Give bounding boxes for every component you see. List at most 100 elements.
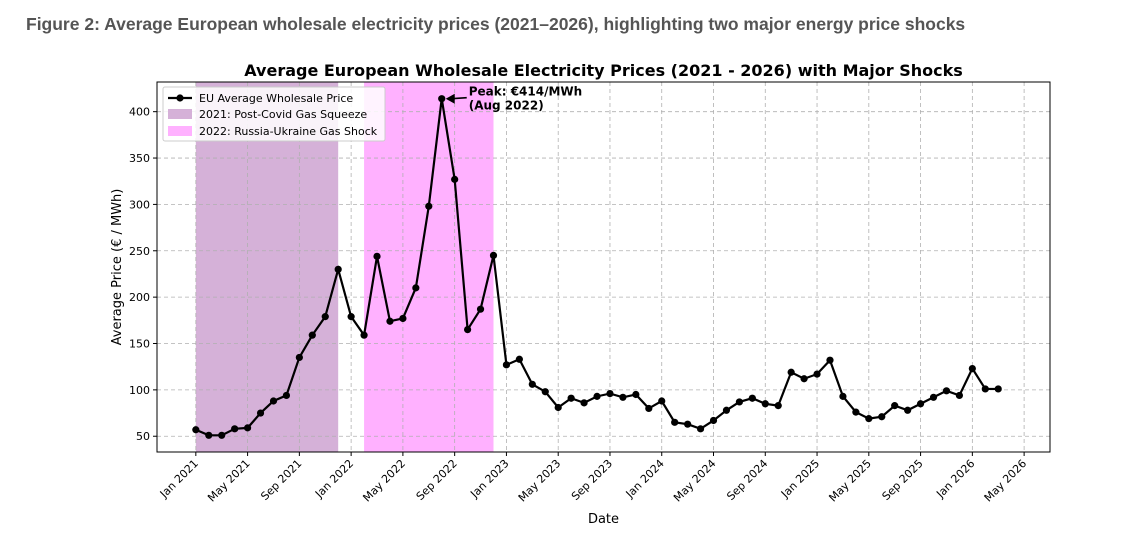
data-point [502,361,511,369]
data-point [722,406,731,414]
x-tick-label: Sep 2024 [724,457,770,503]
y-axis: 50 100 150 200 250 300 350 400 [129,106,157,443]
data-point [373,252,381,260]
legend-swatch-region-2 [168,126,192,136]
y-tick-label: 350 [129,152,150,165]
x-tick-label: Sep 2022 [414,457,460,503]
data-point [748,394,756,402]
data-point [684,420,692,428]
y-tick-label: 100 [129,384,150,397]
data-point [567,394,575,402]
legend-swatch-region-1 [168,109,192,119]
x-tick-label: Jan 2025 [778,457,822,501]
data-point [489,251,498,260]
legend-box [162,86,386,142]
data-point [774,402,782,410]
data-point [451,175,459,183]
x-tick-label: May 2023 [516,457,564,505]
data-point [282,391,291,400]
legend-marker [176,94,184,102]
y-tick-label: 250 [129,245,150,258]
data-point [256,409,265,417]
y-axis-label: Average Price (€ / MWh) [110,189,125,346]
data-point [696,425,705,433]
data-point [839,392,847,400]
x-tick-label: Sep 2021 [258,457,304,503]
x-tick-label: May 2024 [671,457,719,505]
x-tick-label: Jan 2021 [157,457,201,501]
y-tick-label: 400 [129,106,150,119]
data-point [942,387,951,395]
data-point [464,325,472,334]
data-point [269,397,278,405]
data-point [243,424,252,432]
peak-annotation: Peak: €414/MWh(Aug 2022) [445,85,582,113]
data-point [606,389,614,398]
legend-label-region-1: 2021: Post-Covid Gas Squeeze [199,108,367,121]
data-point [528,380,536,388]
data-point [826,356,834,364]
legend-label-region-2: 2022: Russia-Ukraine Gas Shock [199,125,378,138]
data-point [515,355,523,363]
data-point [671,418,679,426]
data-point [399,314,407,323]
data-point [968,364,976,373]
data-point [904,406,912,414]
data-point [929,393,938,401]
x-tick-label: May 2026 [982,457,1030,505]
data-point [645,404,653,413]
x-tick-label: Jan 2024 [623,457,667,501]
x-tick-label: Sep 2023 [569,457,615,503]
data-point [476,305,485,313]
data-point [981,385,989,393]
data-point [593,392,601,400]
data-point [541,388,549,396]
data-point [658,397,666,405]
data-point [334,265,342,273]
data-point [632,390,640,399]
data-point [554,403,562,412]
data-point [800,375,808,383]
data-point [619,393,627,401]
x-tick-label: May 2022 [360,457,408,505]
data-point [735,398,743,406]
data-point [955,391,964,400]
y-tick-label: 200 [129,291,150,304]
shaded-region-1 [195,82,339,452]
chart-title: Average European Wholesale Electricity P… [244,61,963,80]
data-point [321,313,329,321]
data-point [192,426,200,434]
plot-frame [156,81,1051,453]
data-point [891,402,899,410]
y-tick-label: 50 [136,430,150,443]
y-tick-label: 150 [129,338,150,351]
x-axis-label: Date [588,512,619,527]
data-point [412,284,420,292]
data-point [205,431,213,439]
x-axis: Jan 2021 May 2021 Sep 2021 Jan 2022 May 2022… [157,452,1029,504]
data-point [994,385,1002,393]
data-point [231,425,239,433]
annotation-arrowhead [445,93,455,104]
data-point [386,317,394,325]
data-point [347,313,355,321]
x-tick-label: Sep 2025 [880,457,926,503]
x-tick-label: Jan 2023 [467,457,511,501]
data-point [580,399,588,407]
x-tick-label: May 2021 [205,457,253,505]
data-point [865,415,873,423]
data-point [787,368,795,376]
data-point [852,408,860,416]
x-tick-label: Jan 2022 [312,457,356,501]
data-point [878,413,886,421]
data-point [438,95,446,103]
annotation-line-1: Peak: €414/MWh [469,85,582,99]
data-point [761,400,769,408]
annotation-line-2: (Aug 2022) [469,99,544,113]
series-layer [192,95,1002,439]
shaded-region-2 [364,82,494,452]
data-point [360,331,368,339]
data-point [916,400,925,408]
data-point [295,353,303,362]
